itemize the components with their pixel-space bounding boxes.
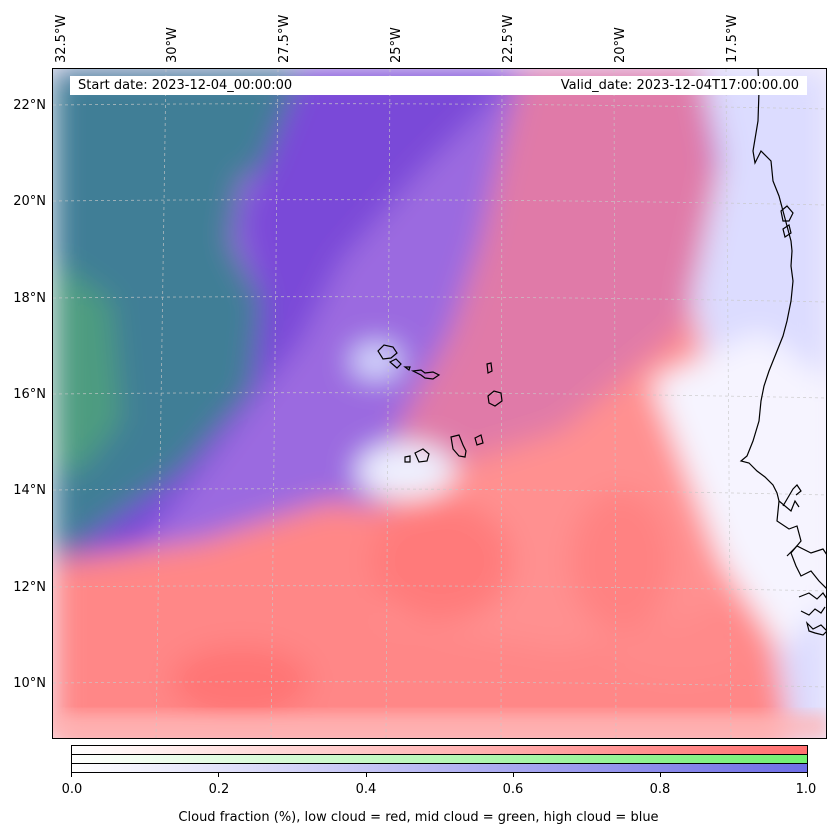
colorbar-tick-label-1: 0.2 bbox=[208, 782, 230, 797]
date-banner: Start date: 2023-12-04_00:00:00 Valid_da… bbox=[70, 76, 807, 95]
clear-white-east bbox=[651, 331, 826, 651]
colorbar-tick-label-5: 1.0 bbox=[795, 782, 817, 797]
graticule bbox=[53, 69, 826, 738]
valid-date-label: Valid_date: 2023-12-04T17:00:00.00 bbox=[560, 78, 799, 93]
bright-red-patch-2 bbox=[371, 501, 511, 621]
colorbar-tick-label-3: 0.6 bbox=[502, 782, 524, 797]
gridline-lat-18 bbox=[53, 296, 826, 303]
bottom-edge-band bbox=[53, 713, 826, 738]
gridline-lat-22 bbox=[53, 103, 826, 110]
gridline-lon-30 bbox=[155, 69, 167, 738]
colorbar-tick-2 bbox=[366, 773, 367, 777]
low-cloud-pink-east bbox=[371, 71, 721, 561]
lat-label-16n: 16°N bbox=[13, 387, 46, 402]
colorbar-tick-label-0: 0.0 bbox=[61, 782, 83, 797]
island-boa-vista bbox=[487, 390, 503, 407]
colorbar-tick-0 bbox=[71, 773, 72, 777]
lon-label-20w: 20°W bbox=[613, 27, 628, 63]
gridline-lat-10 bbox=[53, 681, 826, 688]
lat-label-18n: 18°N bbox=[13, 291, 46, 306]
colorbar-mid-cloud-strip bbox=[72, 755, 807, 764]
colorbar-high-cloud-strip bbox=[72, 764, 807, 772]
blue-purple-band bbox=[53, 71, 521, 641]
bright-red-patch-1 bbox=[171, 646, 311, 716]
island-sal bbox=[486, 362, 493, 374]
lat-label-20n: 20°N bbox=[13, 194, 46, 209]
coast-guinea bbox=[786, 545, 826, 557]
island-fogo bbox=[414, 448, 430, 463]
gridline-lat-14 bbox=[53, 488, 826, 496]
lon-label-25w: 25°W bbox=[389, 27, 404, 63]
coast-islands-bissagos bbox=[800, 606, 826, 636]
colorbar bbox=[71, 745, 808, 773]
gridline-lon-20 bbox=[613, 69, 617, 738]
map-canvas bbox=[53, 69, 826, 738]
island-santa-luzia bbox=[403, 366, 411, 371]
colorbar-tick-label-4: 0.8 bbox=[649, 782, 671, 797]
island-maio bbox=[474, 434, 484, 446]
gridline-lat-12 bbox=[53, 585, 826, 592]
bright-red-patch-3 bbox=[571, 491, 671, 631]
colorbar-tick-1 bbox=[218, 773, 219, 777]
lat-label-12n: 12°N bbox=[13, 580, 46, 595]
lat-label-22n: 22°N bbox=[13, 98, 46, 113]
gridline-lon-25 bbox=[385, 69, 391, 738]
gambia-inlet bbox=[782, 484, 802, 507]
lon-label-22.5w: 22.5°W bbox=[501, 14, 516, 63]
colorbar-low-cloud-strip bbox=[72, 746, 807, 755]
bright-red-patch-4 bbox=[611, 621, 751, 681]
coast-guinea-2 bbox=[798, 592, 826, 600]
cloud-fraction-map bbox=[52, 68, 827, 739]
colorbar-tick-3 bbox=[513, 773, 514, 777]
africa-coast-north bbox=[739, 69, 800, 512]
gridline-lat-16 bbox=[53, 392, 826, 399]
coast-inlet-1 bbox=[780, 205, 794, 222]
colorbar-caption: Cloud fraction (%), low cloud = red, mid… bbox=[178, 810, 659, 825]
gridline-lon-17.5 bbox=[725, 69, 732, 738]
lat-label-10n: 10°N bbox=[13, 676, 46, 691]
island-sao-nicolau bbox=[410, 369, 441, 380]
island-brava bbox=[404, 455, 411, 463]
start-date-label: Start date: 2023-12-04_00:00:00 bbox=[78, 78, 293, 93]
gridline-lon-27.5 bbox=[270, 69, 279, 738]
lon-label-32.5w: 32.5°W bbox=[54, 14, 69, 63]
colorbar-tick-5 bbox=[807, 773, 808, 777]
coastlines bbox=[377, 69, 826, 636]
island-santiago bbox=[450, 434, 467, 458]
lon-label-30w: 30°W bbox=[165, 27, 180, 63]
africa-coast-south bbox=[776, 500, 826, 589]
lon-label-17.5w: 17.5°W bbox=[725, 14, 740, 63]
lat-label-14n: 14°N bbox=[13, 483, 46, 498]
cloud-field bbox=[53, 69, 826, 738]
lon-label-27.5w: 27.5°W bbox=[277, 14, 292, 63]
coast-inlet-2 bbox=[782, 224, 792, 238]
island-santo-antao bbox=[377, 344, 398, 360]
colorbar-tick-4 bbox=[660, 773, 661, 777]
gridline-lat-20 bbox=[53, 199, 826, 206]
teal-cloud-region bbox=[53, 71, 401, 561]
gridline-lon-22.5 bbox=[500, 69, 503, 738]
clear-patch-islands bbox=[356, 443, 456, 499]
island-sao-vicente bbox=[388, 358, 402, 369]
greenish-patch bbox=[53, 261, 121, 471]
colorbar-tick-label-2: 0.4 bbox=[355, 782, 377, 797]
